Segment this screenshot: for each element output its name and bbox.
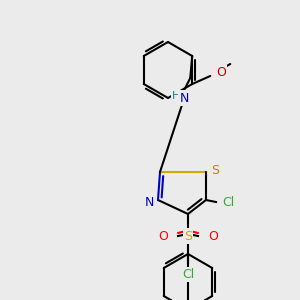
Text: N: N xyxy=(145,196,154,208)
Text: Cl: Cl xyxy=(222,196,234,208)
Text: O: O xyxy=(216,65,226,79)
Text: S: S xyxy=(211,164,219,176)
Text: O: O xyxy=(158,230,168,242)
Text: Cl: Cl xyxy=(182,268,194,281)
Text: S: S xyxy=(184,230,192,242)
Text: N: N xyxy=(180,92,189,104)
Text: H: H xyxy=(172,91,180,101)
Text: O: O xyxy=(208,230,218,242)
